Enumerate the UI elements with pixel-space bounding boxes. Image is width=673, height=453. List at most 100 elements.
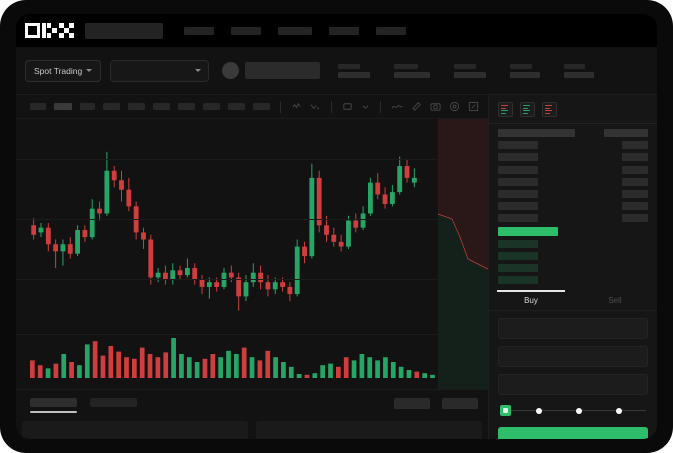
timeframe-4[interactable] xyxy=(128,103,145,110)
chart-action-0[interactable] xyxy=(394,398,430,409)
orderbook-mode-asks[interactable] xyxy=(542,102,557,117)
timeframe-7[interactable] xyxy=(203,103,220,110)
orderbook-price xyxy=(498,202,538,211)
logo-o-icon xyxy=(25,23,40,38)
nav-item-0[interactable] xyxy=(184,26,214,35)
camera-icon[interactable] xyxy=(430,101,441,112)
slider-track xyxy=(500,410,646,412)
ruler-icon[interactable] xyxy=(411,101,422,112)
settings-icon[interactable] xyxy=(449,101,460,112)
orderbook-row[interactable] xyxy=(498,239,648,248)
order-side-tab-buy[interactable]: Buy xyxy=(489,290,573,310)
chevron-down-icon xyxy=(86,69,93,72)
orderbook-row[interactable] xyxy=(498,189,648,198)
order-book[interactable] xyxy=(489,129,657,285)
slider-stop[interactable] xyxy=(576,407,582,414)
timeframe-9[interactable] xyxy=(253,103,270,110)
chart-action-1[interactable] xyxy=(442,398,478,409)
stat-value xyxy=(394,71,431,78)
orderbook-price xyxy=(498,251,538,260)
timeframe-3[interactable] xyxy=(103,103,120,110)
slider-handle[interactable] xyxy=(500,405,511,417)
nav-item-2[interactable] xyxy=(278,26,312,35)
orderbook-row[interactable] xyxy=(498,276,648,285)
orderbook-price xyxy=(498,239,538,248)
mode-row xyxy=(523,112,528,114)
ticker-stat-3 xyxy=(510,63,541,78)
okx-logo[interactable] xyxy=(25,23,74,38)
chart-tab-0[interactable] xyxy=(30,398,77,413)
orderbook-price xyxy=(498,264,538,273)
chart-toolbar xyxy=(16,95,488,119)
timeframe-group xyxy=(30,103,270,110)
order-amount-field[interactable] xyxy=(498,346,648,368)
mode-row xyxy=(545,105,552,107)
open-orders-panel[interactable] xyxy=(22,421,248,439)
orderbook-mode-bids[interactable] xyxy=(520,102,535,117)
orderbook-price xyxy=(498,214,538,223)
gridline xyxy=(16,334,488,335)
timeframe-1[interactable] xyxy=(54,103,72,110)
stat-label xyxy=(394,63,419,69)
chart-tab-1[interactable] xyxy=(90,398,137,413)
chevron-down-icon[interactable] xyxy=(361,102,370,111)
mode-row xyxy=(523,110,530,112)
order-price-field[interactable] xyxy=(498,318,648,340)
orderbook-row[interactable] xyxy=(498,264,648,273)
market-type-label: Spot Trading xyxy=(34,65,83,76)
ticker-stat-2 xyxy=(454,63,487,78)
orderbook-row[interactable] xyxy=(498,165,648,174)
mode-row xyxy=(501,105,508,107)
nav-item-1[interactable] xyxy=(231,26,261,35)
candlestick-icon[interactable] xyxy=(291,101,302,112)
chart-tab-label xyxy=(90,398,137,407)
orderbook-row[interactable] xyxy=(498,251,648,260)
candlestick-series xyxy=(31,151,417,311)
indicator-icon[interactable] xyxy=(310,101,321,112)
orderbook-row[interactable] xyxy=(498,202,648,211)
place-buy-order-button[interactable] xyxy=(498,427,648,439)
slider-stop[interactable] xyxy=(616,407,622,414)
orderbook-size xyxy=(622,177,648,186)
toolbar-divider xyxy=(380,100,381,113)
orderbook-row[interactable] xyxy=(498,141,648,150)
orderbook-row[interactable] xyxy=(498,214,648,223)
mode-row xyxy=(501,110,508,112)
orderbook-size xyxy=(622,252,648,260)
compare-icon[interactable] xyxy=(342,101,353,112)
timeframe-6[interactable] xyxy=(178,103,195,110)
orderbook-size xyxy=(622,240,648,248)
orderbook-mode-both[interactable] xyxy=(498,102,513,117)
order-side-tabs: Buy Sell xyxy=(489,290,657,312)
orderbook-size xyxy=(622,141,648,150)
search-input[interactable] xyxy=(85,22,163,39)
orderbook-size xyxy=(622,214,648,223)
orderbook-display-modes xyxy=(489,95,657,123)
orderbook-row[interactable] xyxy=(498,177,648,186)
ticker-stat-1 xyxy=(394,63,431,78)
line-chart-icon[interactable] xyxy=(391,101,403,112)
order-total-field[interactable] xyxy=(498,374,648,396)
pair-select-dropdown[interactable] xyxy=(110,59,210,82)
timeframe-5[interactable] xyxy=(153,103,170,110)
gridline xyxy=(16,159,488,160)
timeframe-2[interactable] xyxy=(80,103,95,110)
mode-row xyxy=(501,112,506,114)
price-chart[interactable] xyxy=(16,119,488,389)
market-type-dropdown[interactable]: Spot Trading xyxy=(25,59,102,82)
nav-item-3[interactable] xyxy=(329,26,359,35)
fullscreen-icon[interactable] xyxy=(468,101,479,112)
order-side-tab-sell[interactable]: Sell xyxy=(608,296,622,306)
timeframe-0[interactable] xyxy=(30,103,46,110)
order-form-fields xyxy=(489,318,657,396)
order-percent-slider[interactable] xyxy=(500,405,646,417)
slider-stop[interactable] xyxy=(536,407,542,414)
timeframe-8[interactable] xyxy=(228,103,245,110)
orderbook-row[interactable] xyxy=(498,153,648,162)
orderbook-size xyxy=(622,165,648,174)
stat-label xyxy=(510,63,533,69)
instrument-bar: Spot Trading xyxy=(16,47,657,95)
nav-item-4[interactable] xyxy=(376,26,406,35)
orderbook-size xyxy=(622,189,648,198)
trade-history-panel[interactable] xyxy=(256,421,482,439)
